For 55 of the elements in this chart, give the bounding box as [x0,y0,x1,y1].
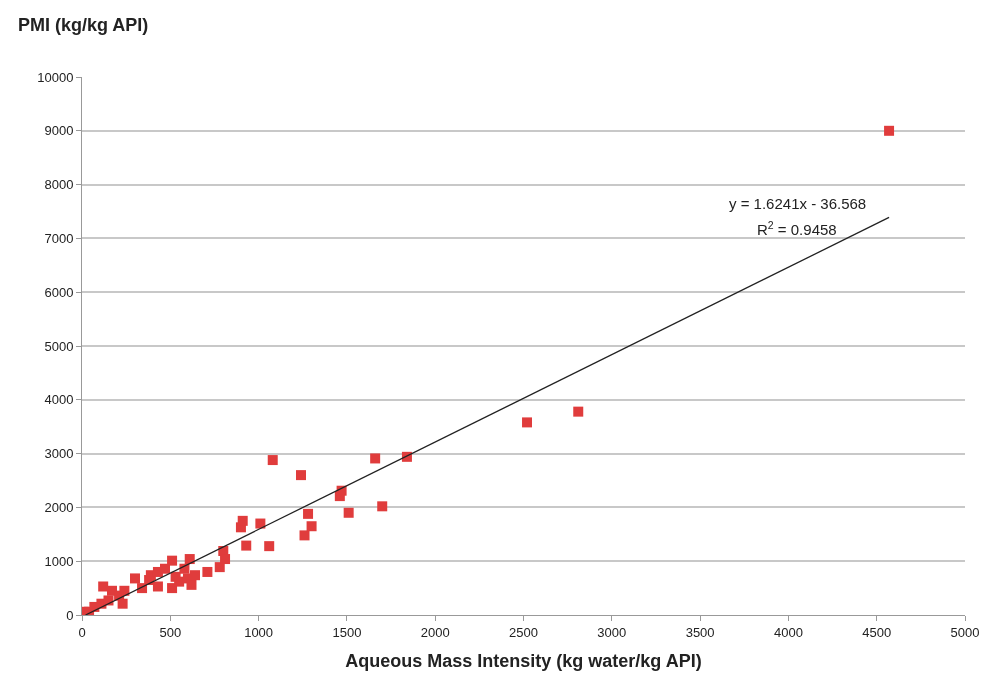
point [295,470,306,481]
y-tick-label: 10000 [37,69,74,85]
annotation: R$^{2}$ = 0.9458 [757,219,837,239]
point [152,581,163,592]
y-tick-label: 3000 [44,446,74,462]
x-tick-label: 4000 [773,624,803,640]
x-tick-label: 3500 [685,624,715,640]
x-tick-label: 1000 [244,624,274,640]
point [160,563,170,574]
point [264,541,275,552]
x-tick-label: 4500 [862,624,892,640]
point [220,554,231,565]
x-tick-label: 0 [78,624,86,640]
x-tick-label: 500 [159,624,182,640]
y-tick-label: 1000 [44,553,74,569]
y-tick-label: 8000 [44,177,74,193]
point [267,455,278,466]
x-tick-label: 2500 [509,624,538,640]
point [522,417,533,428]
y-tick-label: 5000 [44,338,74,354]
point [343,507,354,518]
point [117,598,128,609]
point [884,125,895,136]
point [241,540,252,551]
x-tick-label: 1500 [332,624,362,640]
y-tick-label: 9000 [44,123,74,139]
point [119,585,130,596]
x-axis-title: Aqueous Mass Intensity (kg water/kg API) [345,650,702,671]
point [174,576,185,587]
point [306,521,317,532]
point [167,555,178,566]
y-tick-label: 4000 [44,392,74,408]
point [573,406,584,417]
y-tick-label: 7000 [44,230,74,246]
y-tick-label: 6000 [44,284,74,300]
point [255,518,266,529]
point [202,566,213,577]
x-tick-label: 5000 [950,624,980,640]
point [299,530,310,541]
annotation: y = 1.6241x - 36.568 [729,195,867,212]
y-tick-label: 0 [66,607,74,623]
point [237,515,248,526]
y-tick-label: 2000 [44,499,74,515]
point [214,562,225,573]
point [98,581,109,592]
point [184,554,195,565]
y-axis-title: PMI (kg/kg API) [18,15,149,35]
point [190,570,201,581]
point [129,573,140,584]
point [186,579,197,590]
x-tick-label: 2000 [420,624,450,640]
point [303,508,314,519]
point [370,453,381,464]
point [377,501,388,512]
x-tick-label: 3000 [597,624,627,640]
